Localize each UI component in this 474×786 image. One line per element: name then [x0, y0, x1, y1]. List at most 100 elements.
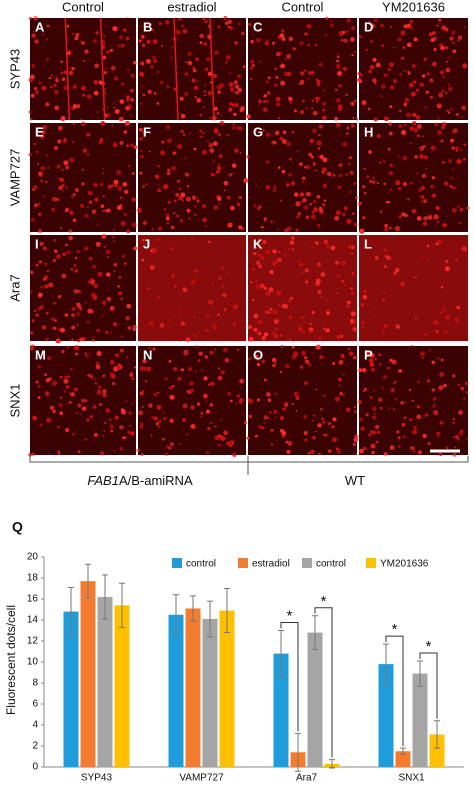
- signal-dot: [418, 188, 423, 192]
- signal-dot: [40, 165, 46, 171]
- signal-dot: [113, 106, 116, 109]
- signal-dot: [69, 210, 74, 215]
- signal-dot: [121, 82, 125, 86]
- signal-dot: [88, 256, 93, 261]
- signal-dot: [204, 84, 207, 86]
- signal-dot: [291, 236, 295, 240]
- signal-dot: [431, 176, 436, 180]
- signal-dot: [272, 188, 277, 193]
- signal-dot: [201, 149, 207, 155]
- signal-dot: [228, 173, 232, 177]
- signal-dot: [35, 313, 39, 317]
- signal-dot: [224, 357, 230, 363]
- signal-dot: [138, 410, 144, 416]
- signal-dot: [142, 359, 147, 364]
- signal-dot: [95, 31, 99, 35]
- signal-dot: [248, 336, 254, 342]
- row-label: Ara7: [7, 274, 22, 301]
- signal-dot: [112, 26, 118, 32]
- micrograph: [138, 235, 246, 342]
- micrograph: [28, 120, 138, 234]
- signal-dot: [169, 442, 174, 447]
- signal-dot: [416, 414, 422, 420]
- signal-dot: [457, 383, 461, 387]
- y-tick-label: 2: [32, 741, 38, 752]
- signal-dot: [205, 313, 210, 317]
- signal-dot: [140, 25, 143, 28]
- signal-dot: [123, 130, 128, 134]
- signal-dot: [165, 445, 169, 449]
- micrograph: [30, 234, 138, 344]
- signal-dot: [142, 93, 146, 97]
- bar: [168, 614, 184, 767]
- signal-dot: [316, 194, 321, 199]
- signal-dot: [195, 370, 197, 373]
- signal-dot: [232, 304, 239, 310]
- signal-dot: [180, 368, 185, 372]
- signal-dot: [184, 172, 190, 177]
- signal-dot: [312, 352, 315, 355]
- signal-dot: [237, 87, 242, 93]
- signal-dot: [335, 122, 341, 128]
- signal-dot: [168, 446, 172, 450]
- signal-dot: [266, 39, 269, 42]
- signal-dot: [234, 402, 238, 405]
- signal-dot: [317, 289, 322, 294]
- signal-dot: [106, 106, 109, 109]
- signal-dot: [106, 296, 112, 302]
- signal-dot: [35, 150, 39, 154]
- signal-dot: [207, 140, 210, 143]
- signal-dot: [102, 389, 107, 394]
- signal-dot: [415, 88, 420, 92]
- signal-dot: [221, 284, 225, 288]
- signal-dot: [309, 322, 312, 326]
- signal-dot: [127, 430, 131, 435]
- signal-dot: [63, 70, 68, 75]
- panel-letter: H: [364, 124, 373, 139]
- signal-dot: [143, 131, 146, 135]
- signal-dot: [343, 38, 348, 43]
- signal-dot: [240, 386, 243, 389]
- signal-dot: [274, 392, 277, 395]
- micrograph: [246, 122, 359, 233]
- signal-dot: [277, 303, 280, 307]
- signal-dot: [423, 333, 427, 336]
- signal-dot: [150, 434, 153, 437]
- signal-dot: [268, 311, 271, 315]
- signal-dot: [379, 406, 383, 410]
- signal-dot: [68, 391, 71, 394]
- signal-dot: [176, 214, 180, 218]
- signal-dot: [304, 32, 308, 36]
- signal-dot: [157, 425, 161, 429]
- signal-dot: [145, 183, 148, 186]
- signal-dot: [197, 359, 201, 362]
- signal-dot: [234, 148, 239, 153]
- signal-dot: [334, 215, 340, 221]
- significance-bracket: [280, 622, 299, 732]
- signal-dot: [76, 324, 79, 327]
- signal-dot: [173, 199, 177, 203]
- signal-dot: [291, 234, 294, 237]
- signal-dot: [199, 113, 203, 117]
- signal-dot: [449, 184, 453, 188]
- signal-dot: [371, 368, 375, 372]
- signal-dot: [190, 279, 196, 285]
- signal-dot: [451, 167, 454, 170]
- signal-dot: [53, 89, 59, 95]
- signal-dot: [159, 323, 165, 328]
- signal-dot: [161, 140, 165, 144]
- signal-dot: [277, 257, 282, 262]
- signal-dot: [80, 40, 82, 43]
- signal-dot: [108, 418, 112, 422]
- signal-dot: [431, 31, 436, 35]
- signal-dot: [307, 77, 310, 80]
- signal-dot: [447, 86, 453, 92]
- signal-dot: [360, 202, 362, 204]
- signal-dot: [303, 381, 308, 386]
- signal-dot: [72, 432, 76, 436]
- signal-dot: [265, 80, 269, 84]
- signal-dot: [289, 157, 292, 161]
- signal-dot: [360, 303, 365, 308]
- signal-dot: [388, 122, 393, 126]
- signal-dot: [295, 228, 299, 232]
